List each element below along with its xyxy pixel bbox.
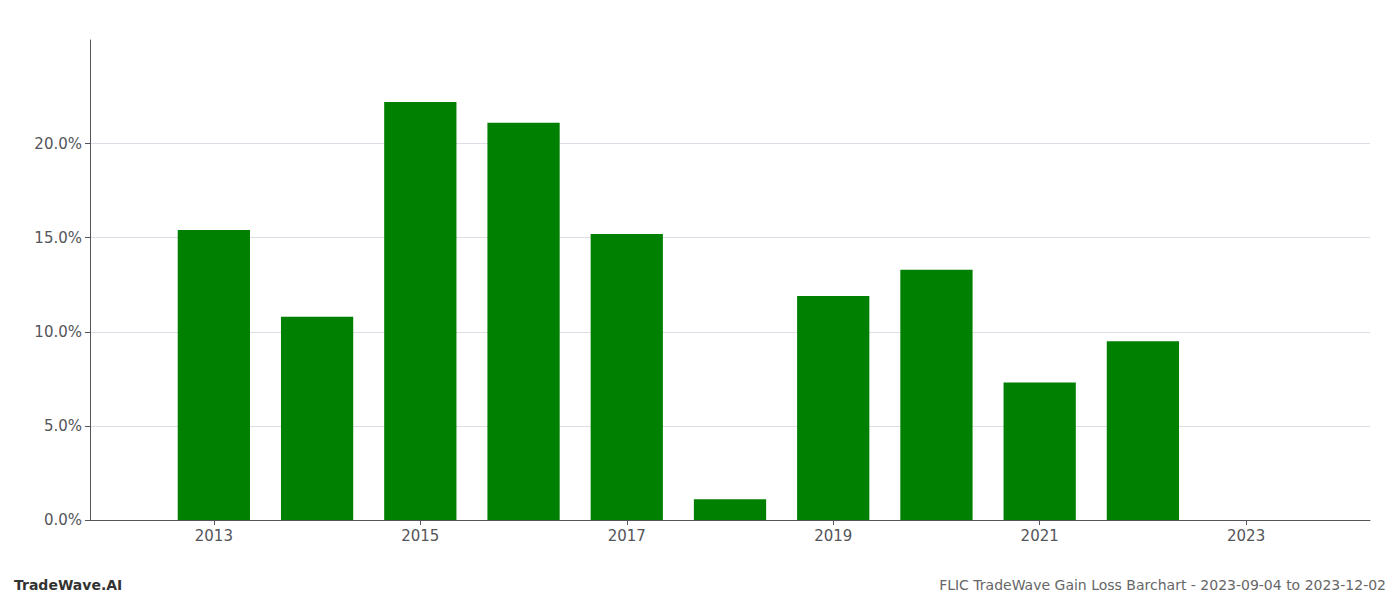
svg-text:FLIC TradeWave Gain Loss Barch: FLIC TradeWave Gain Loss Barchart - 2023…	[939, 577, 1386, 593]
svg-text:2021: 2021	[1021, 527, 1059, 545]
svg-text:0.0%: 0.0%	[44, 511, 82, 529]
svg-text:5.0%: 5.0%	[44, 417, 82, 435]
svg-text:2023: 2023	[1227, 527, 1265, 545]
svg-text:2019: 2019	[814, 527, 852, 545]
svg-text:20.0%: 20.0%	[34, 135, 82, 153]
svg-text:2013: 2013	[195, 527, 233, 545]
svg-text:15.0%: 15.0%	[34, 229, 82, 247]
svg-text:2015: 2015	[401, 527, 439, 545]
svg-text:2017: 2017	[608, 527, 646, 545]
svg-text:TradeWave.AI: TradeWave.AI	[14, 577, 122, 593]
svg-text:10.0%: 10.0%	[34, 323, 82, 341]
